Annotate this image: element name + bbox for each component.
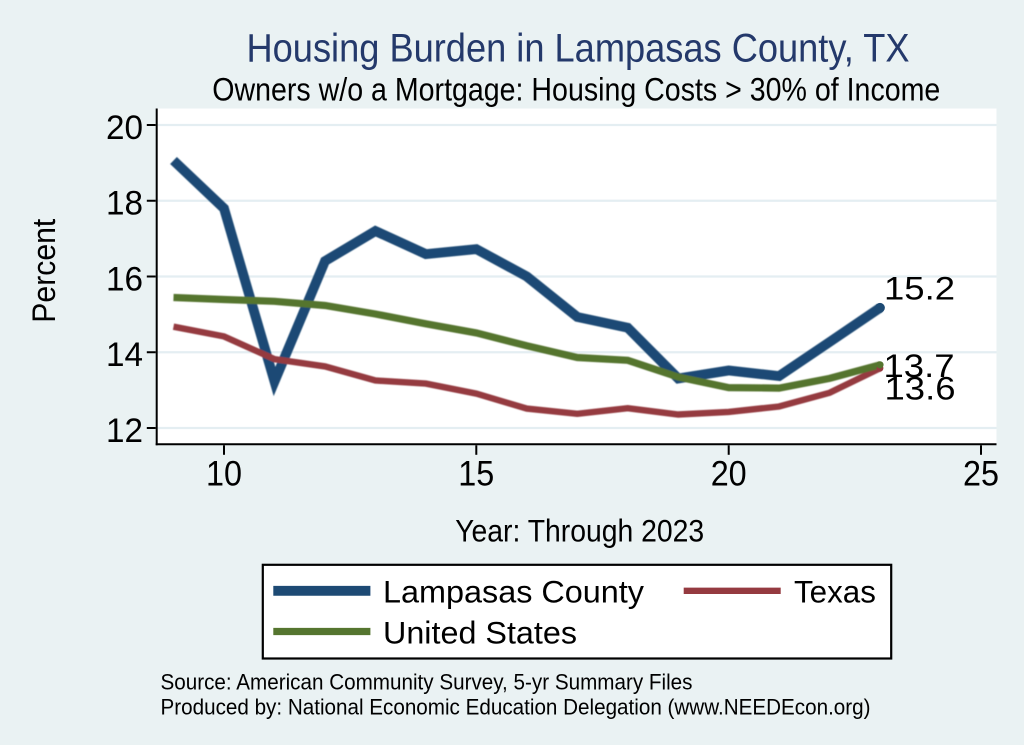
svg-text:United States: United States [383,614,577,650]
svg-text:15.2: 15.2 [884,271,955,307]
svg-text:13.6: 13.6 [885,371,956,407]
svg-text:25: 25 [963,455,999,494]
svg-text:20: 20 [711,455,747,494]
svg-text:Source: American Community Sur: Source: American Community Survey, 5-yr … [161,670,693,695]
svg-text:10: 10 [206,455,242,494]
svg-text:15: 15 [458,455,494,494]
svg-text:20: 20 [106,109,143,147]
svg-text:Lampasas County: Lampasas County [383,574,644,610]
svg-text:14: 14 [106,336,143,374]
svg-text:12: 12 [106,412,143,450]
svg-text:18: 18 [106,185,143,223]
svg-text:16: 16 [106,261,143,299]
svg-text:Texas: Texas [794,574,876,610]
svg-text:Owners w/o a Mortgage: Housing: Owners w/o a Mortgage: Housing Costs > 3… [212,71,940,107]
svg-text:Housing Burden in Lampasas Cou: Housing Burden in Lampasas County, TX [247,26,910,70]
svg-text:Year: Through 2023: Year: Through 2023 [455,513,704,549]
svg-text:Produced by: National Economic: Produced by: National Economic Education… [161,694,871,719]
svg-text:Percent: Percent [26,219,62,323]
svg-text:13.7: 13.7 [884,348,955,384]
